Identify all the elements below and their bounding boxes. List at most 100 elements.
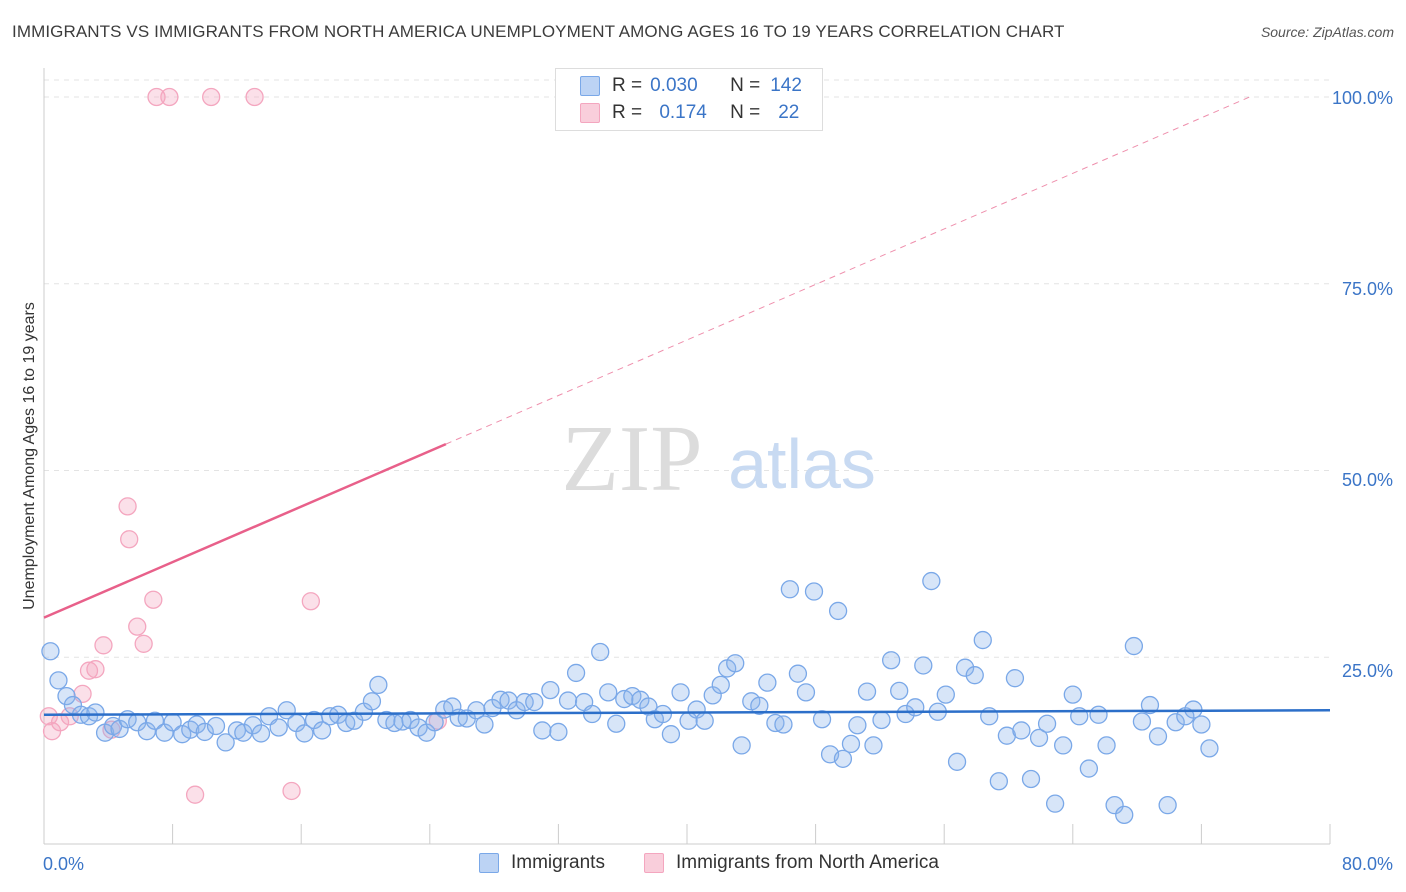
immigrants-point-20 (206, 716, 226, 736)
source-attribution: Source: ZipAtlas.com (1260, 24, 1394, 40)
north-america-point-11 (128, 617, 147, 636)
legend-n-label: N = (730, 102, 761, 123)
immigrants-point-102 (872, 710, 891, 730)
immigrants-point-93 (804, 582, 824, 601)
immigrants-point-74 (653, 704, 673, 724)
immigrants-point-94 (812, 710, 832, 729)
immigrants-point-104 (890, 681, 909, 701)
north-america-trend-line (43, 442, 447, 619)
x-tick-label-max: 80.0% (1341, 854, 1393, 874)
immigrants-point-131 (1115, 805, 1134, 825)
legend-r-value: 0.030 (650, 75, 698, 96)
y-tick-label-75: 75.0% (1341, 279, 1393, 299)
immigrants-point-123 (1045, 794, 1065, 813)
immigrants-point-113 (965, 666, 984, 685)
north-america-point-16 (185, 785, 205, 804)
immigrants-point-134 (1140, 695, 1160, 715)
y-tick-label-50: 50.0% (1341, 470, 1393, 490)
immigrants-point-105 (896, 704, 915, 724)
immigrants-point-27 (269, 718, 288, 737)
immigrants-point-25 (251, 724, 271, 743)
immigrants-point-91 (788, 664, 808, 683)
immigrants-point-57 (515, 692, 534, 712)
legend-r-label: R = (612, 102, 643, 123)
immigrants-point-103 (882, 651, 901, 670)
bottom-legend-label-north-america: Immigrants from North America (676, 852, 939, 873)
immigrants-point-6 (86, 703, 105, 722)
immigrants-point-61 (549, 722, 568, 742)
immigrants-point-63 (566, 663, 586, 683)
legend-n-value: 22 (778, 102, 800, 123)
immigrants-point-76 (671, 683, 690, 702)
north-america-point-7 (94, 636, 113, 655)
immigrants-point-101 (864, 736, 883, 755)
immigrants-point-140 (1192, 715, 1211, 734)
immigrants-point-86 (750, 696, 769, 715)
immigrants-point-100 (857, 682, 877, 701)
immigrants-point-128 (1089, 705, 1108, 724)
immigrants-point-97 (833, 749, 853, 768)
immigrants-point-21 (216, 733, 235, 752)
immigrants-point-90 (780, 580, 800, 599)
immigrants-point-116 (989, 772, 1009, 791)
north-america-point-15 (160, 87, 179, 107)
immigrants-point-84 (732, 736, 751, 755)
legend-row-north-america: R = 0.174 N = 22 (580, 101, 799, 125)
immigrants-point-48 (443, 697, 462, 716)
north-america-point-14 (147, 87, 166, 107)
immigrants-point-106 (906, 698, 925, 717)
immigrants-point-118 (1005, 669, 1025, 688)
y-axis-label: Unemployment Among Ages 16 to 19 years (21, 302, 38, 610)
immigrants-point-137 (1166, 713, 1185, 732)
immigrants-point-107 (914, 656, 933, 675)
north-america-point-10 (120, 530, 139, 549)
immigrants-point-30 (295, 724, 314, 743)
north-america-point-18 (245, 87, 264, 107)
immigrants-point-99 (848, 716, 867, 735)
immigrants-point-67 (599, 683, 618, 702)
immigrants-point-112 (955, 658, 975, 677)
immigrants-point-59 (533, 721, 552, 740)
north-america-point-5 (79, 661, 99, 680)
bottom-legend-swatch-immigrants (479, 853, 499, 873)
immigrants-point-81 (711, 675, 730, 695)
bottom-legend-swatch-north-america (644, 853, 664, 873)
immigrants-point-52 (475, 715, 494, 734)
legend-r-value: 0.174 (659, 102, 707, 123)
immigrants-point-60 (541, 680, 560, 700)
immigrants-point-124 (1054, 736, 1073, 755)
watermark-atlas: atlas (728, 425, 876, 503)
immigrants-point-1 (49, 671, 68, 690)
immigrants-point-119 (1012, 721, 1031, 740)
y-tick-label-25: 25.0% (1341, 661, 1393, 681)
north-america-point-6 (86, 660, 105, 679)
immigrants-point-133 (1132, 712, 1152, 731)
immigrants-point-68 (607, 714, 626, 733)
immigrants-point-130 (1105, 796, 1124, 815)
immigrants-point-79 (695, 711, 714, 730)
watermark-zip: ZIP (562, 407, 703, 511)
north-america-trend-line-dashed (445, 96, 1250, 445)
immigrants-point-87 (758, 673, 777, 692)
immigrants-point-38 (362, 692, 382, 711)
legend-swatch-north-america (580, 103, 600, 123)
immigrants-point-58 (525, 692, 544, 712)
immigrants-point-19 (195, 722, 214, 742)
immigrants-point-23 (234, 723, 253, 742)
legend-n-value: 142 (770, 75, 802, 96)
correlation-legend: R = 0.030 N = 142 R = 0.174 N = 22 (555, 68, 823, 131)
immigrants-point-2 (57, 686, 76, 706)
immigrants-point-129 (1097, 736, 1116, 755)
immigrants-trend-line (43, 709, 1331, 717)
immigrants-point-98 (841, 734, 861, 754)
bottom-legend-label-immigrants: Immigrants (511, 852, 605, 873)
legend-row-immigrants: R = 0.030 N = 142 (580, 74, 802, 98)
immigrants-point-83 (726, 654, 745, 673)
immigrants-point-13 (145, 711, 165, 730)
north-america-point-17 (202, 87, 221, 107)
y-tick-label-100: 100.0% (1331, 88, 1393, 108)
immigrants-point-0 (41, 642, 60, 661)
immigrants-point-62 (558, 691, 578, 710)
immigrants-point-141 (1200, 739, 1219, 758)
